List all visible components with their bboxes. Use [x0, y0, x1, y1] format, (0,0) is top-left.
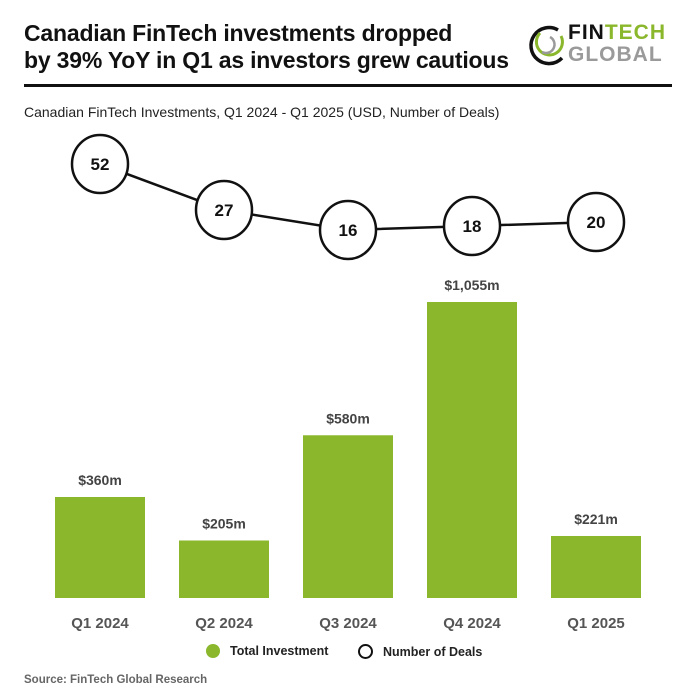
- chart-title-line-1: Canadian FinTech investments dropped: [24, 20, 453, 46]
- fintech-global-logo: FINTECH GLOBAL: [528, 22, 678, 70]
- bar-value-label: $1,055m: [444, 277, 499, 293]
- deal-marker: [566, 191, 626, 253]
- bar-q1-2025: [551, 535, 641, 598]
- deal-count-label: 18: [463, 217, 482, 236]
- green-dot-icon: [206, 644, 220, 658]
- bar-value-label: $580m: [326, 410, 370, 426]
- bar-value-label: $221m: [574, 511, 618, 527]
- deal-marker: [194, 179, 254, 241]
- x-axis-label: Q1 2025: [567, 615, 625, 632]
- legend: Total Investment Number of Deals: [0, 644, 696, 662]
- x-axis-label: Q3 2024: [319, 615, 377, 632]
- logo-global: GLOBAL: [568, 43, 663, 66]
- deal-marker: [318, 199, 378, 261]
- legend-item-investment: Total Investment: [206, 644, 328, 658]
- x-axis-label: Q1 2024: [71, 615, 129, 632]
- bar-q4-2024: [427, 302, 517, 598]
- chart-title: Canadian FinTech investments dropped by …: [24, 20, 509, 74]
- legend-label-deals: Number of Deals: [383, 644, 483, 659]
- bar-q3-2024: [303, 435, 393, 598]
- title-divider: [24, 84, 672, 87]
- chart-subtitle: Canadian FinTech Investments, Q1 2024 - …: [24, 104, 500, 120]
- logo-wordmark: FINTECH GLOBAL: [568, 22, 666, 66]
- source-note: Source: FinTech Global Research: [24, 674, 208, 686]
- bar-value-label: $360m: [78, 472, 122, 488]
- bar-value-label: $205m: [202, 515, 246, 531]
- deal-marker: [442, 195, 502, 257]
- logo-fin: FIN: [568, 21, 605, 44]
- logo-ring-icon: [529, 25, 564, 66]
- legend-item-deals: Number of Deals: [358, 644, 482, 659]
- deal-marker: [70, 133, 130, 195]
- deal-count-label: 52: [91, 155, 110, 174]
- deal-count-label: 20: [587, 213, 606, 232]
- bar-q1-2024: [55, 496, 145, 598]
- bar-q2-2024: [179, 540, 269, 598]
- x-axis-label: Q2 2024: [195, 615, 253, 632]
- logo-tech: TECH: [604, 21, 666, 44]
- chart-title-line-2: by 39% YoY in Q1 as investors grew cauti…: [24, 47, 509, 73]
- legend-label-investment: Total Investment: [230, 644, 329, 658]
- x-axis-label: Q4 2024: [443, 615, 501, 632]
- ring-icon: [358, 644, 373, 659]
- deal-count-label: 16: [339, 221, 358, 240]
- deal-count-label: 27: [215, 201, 234, 220]
